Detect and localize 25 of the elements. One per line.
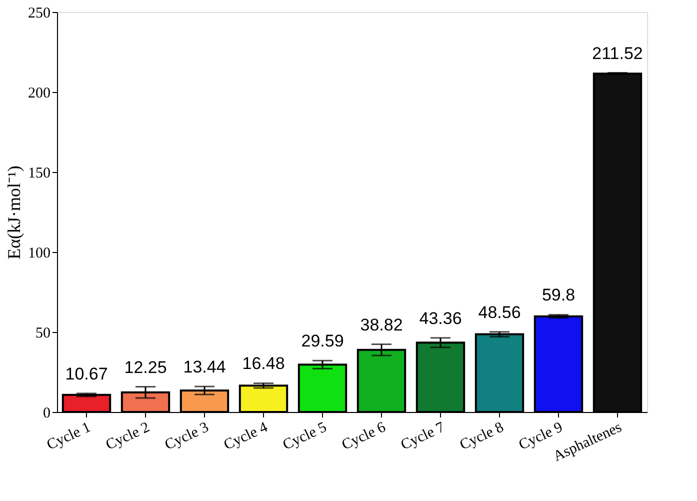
y-tick-label: 150 (28, 166, 50, 182)
data-label: 48.56 (478, 302, 521, 322)
x-tick-label: Cycle 5 (280, 420, 330, 454)
x-tick-label: Cycle 8 (458, 420, 506, 454)
data-label: 59.8 (542, 286, 576, 305)
y-tick-label: 200 (28, 86, 50, 102)
data-label: 12.25 (124, 358, 167, 377)
y-tick-label: 0 (43, 406, 50, 422)
data-label: 16.48 (242, 354, 285, 374)
data-label: 211.52 (592, 44, 643, 63)
data-label: 13.44 (183, 357, 226, 376)
y-tick-label: 50 (36, 326, 50, 342)
y-tick-label: 250 (28, 6, 50, 22)
data-label: 43.36 (419, 308, 462, 328)
y-axis-title: Eα(kJ·mol⁻¹) (4, 166, 24, 260)
data-label: 29.59 (301, 332, 344, 351)
x-tick-label: Cycle 4 (222, 419, 271, 454)
data-label: 10.67 (65, 364, 108, 384)
x-tick-label: Cycle 7 (398, 419, 448, 454)
x-tick-label: Cycle 1 (44, 420, 94, 454)
y-tick-label: 100 (28, 246, 50, 262)
x-tick-label: Cycle 2 (104, 420, 152, 454)
data-label: 38.82 (360, 315, 403, 334)
x-tick-label: Cycle 6 (340, 419, 389, 454)
x-tick-label: Cycle 3 (162, 420, 212, 454)
